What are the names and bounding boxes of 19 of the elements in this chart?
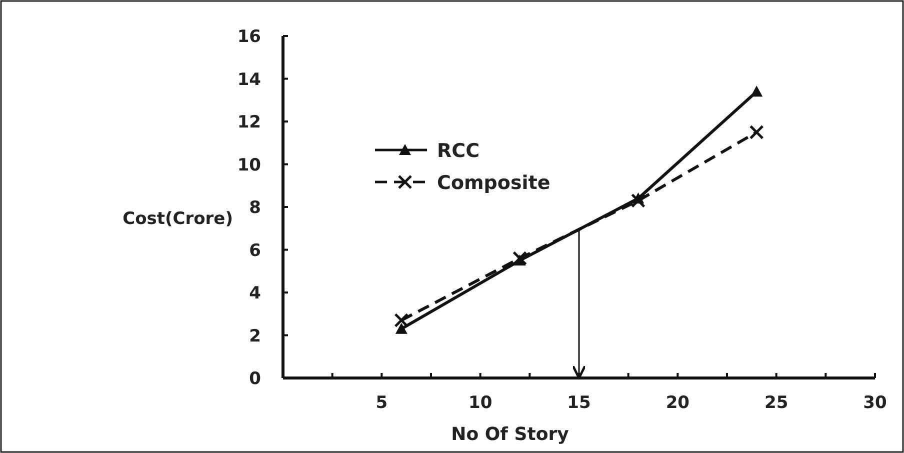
y-tick-label: 0 [249, 369, 262, 389]
y-tick-label: 10 [237, 155, 262, 176]
x-tick-label: 20 [666, 393, 690, 413]
y-tick-label: 4 [249, 284, 262, 304]
y-tick-label: 12 [237, 112, 261, 132]
y-tick-label: 8 [249, 198, 261, 218]
x-tick-label: 30 [863, 393, 887, 413]
x-tick-label: 25 [764, 393, 788, 413]
legend-label: Composite [437, 172, 550, 194]
legend-label: RCC [437, 140, 480, 162]
y-tick-label: 2 [249, 326, 261, 346]
y-tick-label: 6 [249, 240, 261, 261]
y-tick-label: 16 [237, 27, 261, 47]
x-tick-label: 10 [468, 393, 492, 413]
y-tick-label: 14 [237, 70, 262, 90]
y-axis-title: Cost(Crore) [122, 209, 233, 229]
x-tick-label: 5 [376, 393, 388, 413]
x-tick-label: 15 [567, 393, 591, 413]
x-axis-title: No Of Story [451, 424, 570, 445]
